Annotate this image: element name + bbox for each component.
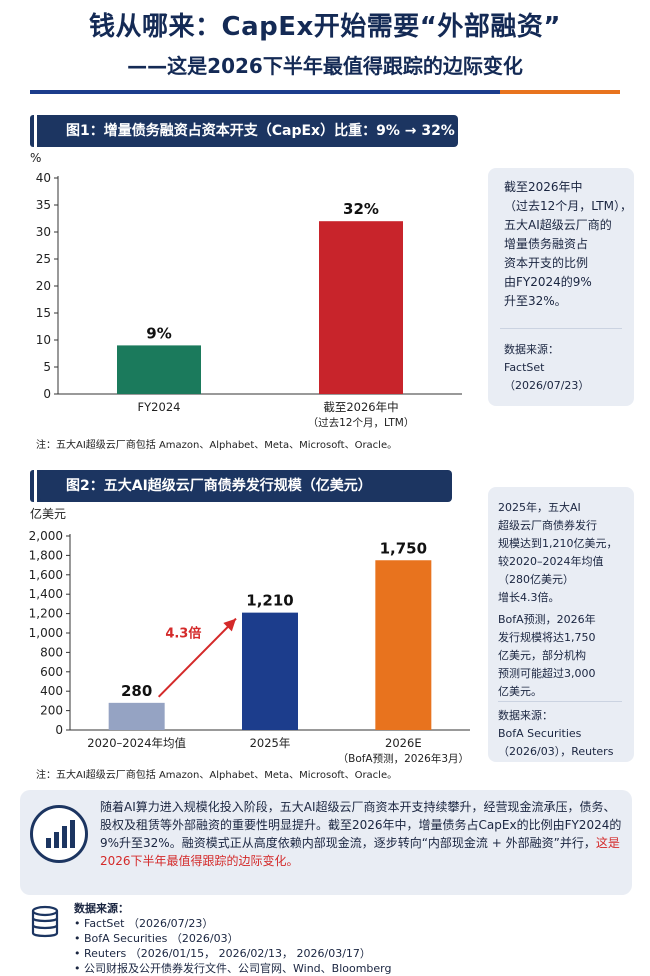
- growth-arrow: [157, 617, 237, 698]
- source-item: Reuters （2026/01/15， 2026/02/13， 2026/03…: [74, 946, 391, 961]
- y-tick-label: 200: [40, 704, 63, 718]
- y-tick-label: 400: [40, 684, 63, 698]
- summary-box: [20, 790, 632, 895]
- figure1-chart: % 0 5 10 15 20 25 30 35 40 9% FY2024 32% 截至2026年中 （过去1…: [30, 151, 462, 429]
- figure2-chart: 亿美元 0 200 400 600 800 1,000 1,200 1,400 1,600 1,80…: [29, 506, 470, 764]
- x-tick-label: 2020–2024年均值: [87, 736, 186, 750]
- figure2-side-text-1: 2025年，五大AI 超级云厂商债券发行 规模达到1,210亿美元， 较2020…: [498, 501, 618, 604]
- y-tick-label: 30: [36, 225, 51, 239]
- y-tick-label: 800: [40, 645, 63, 659]
- y-tick-label: 15: [36, 306, 51, 320]
- bar-value-label: 280: [121, 682, 152, 700]
- figure2-side-divider: [498, 701, 622, 702]
- y-tick-label: 5: [43, 360, 51, 374]
- summary-text-main: 随着AI算力进入规模化投入阶段，五大AI超级云厂商资本开支持续攀升，经营现金流承…: [100, 800, 622, 850]
- figure1-note: 注：五大AI超级云厂商包括 Amazon、Alphabet、Meta、Micro…: [36, 440, 398, 451]
- source-item: FactSet （2026/07/23）: [74, 916, 391, 931]
- figure2-banner: 图2：五大AI超级云厂商债券发行规模（亿美元）: [40, 470, 452, 502]
- x-tick-label: FY2024: [138, 400, 181, 414]
- y-tick-label: 40: [36, 171, 51, 185]
- y-tick-label: 1,600: [29, 568, 63, 582]
- bar: [108, 702, 165, 730]
- figure1-side-source: 数据来源： FactSet （2026/07/23）: [504, 343, 590, 392]
- y-tick-label: 1,200: [29, 607, 63, 621]
- database-icon: [30, 905, 60, 939]
- bar: [319, 221, 403, 394]
- x-tick-label: 截至2026年中: [323, 400, 398, 414]
- source-item: 公司财报及公开债券发行文件、公司官网、Wind、Bloomberg: [74, 961, 391, 976]
- y-axis-unit-label: %: [30, 151, 41, 165]
- summary-text-highlight: 这是2026下半年最值得跟踪的边际变化。: [100, 836, 620, 868]
- source-item: BofA Securities （2026/03）: [74, 931, 391, 946]
- bar: [375, 560, 432, 730]
- bar-value-label: 9%: [146, 324, 171, 342]
- y-tick-label: 0: [43, 387, 51, 401]
- figure2-sidebar: [488, 487, 634, 762]
- bar: [117, 345, 201, 394]
- y-tick-label: 10: [36, 333, 51, 347]
- title-rule-orange: [500, 90, 620, 94]
- page-subtitle: ——这是2026下半年最值得跟踪的边际变化: [127, 54, 523, 78]
- figure2-side-source: 数据来源： BofA Securities （2026/03），Reuters: [498, 709, 614, 758]
- y-tick-label: 35: [36, 198, 51, 212]
- sources-list: FactSet （2026/07/23） BofA Securities （20…: [74, 916, 391, 976]
- y-axis-unit-label: 亿美元: [30, 506, 66, 521]
- bar-value-label: 32%: [343, 200, 379, 218]
- x-tick-label: 2026E: [385, 736, 422, 750]
- y-tick-label: 20: [36, 279, 51, 293]
- title-rule-blue: [30, 90, 500, 94]
- page-title: 钱从哪来：CapEx开始需要“外部融资”: [89, 12, 561, 42]
- y-tick-label: 25: [36, 252, 51, 266]
- y-tick-label: 2,000: [29, 529, 63, 543]
- figure1-sidebar: [488, 168, 634, 406]
- y-tick-label: 0: [55, 723, 63, 737]
- figure2-note: 注：五大AI超级云厂商包括 Amazon、Alphabet、Meta、Micro…: [36, 770, 398, 781]
- x-tick-label: （BofA预测，2026年3月）: [338, 752, 469, 764]
- bar-value-label: 1,750: [380, 539, 427, 557]
- x-tick-label: （过去12个月，LTM）: [308, 416, 415, 429]
- y-tick-label: 1,800: [29, 548, 63, 562]
- sources-title: 数据来源：: [74, 902, 129, 915]
- bar-value-label: 1,210: [246, 592, 293, 610]
- bar: [242, 612, 298, 730]
- x-tick-label: 2025年: [250, 736, 291, 750]
- figure1-side-text: 截至2026年中 （过去12个月，LTM）， 五大AI超级云厂商的 增量债务融资…: [504, 180, 632, 308]
- figure1-banner: 图1：增量债务融资占资本开支（CapEx）比重：9% → 32%: [40, 115, 458, 147]
- summary-text: 随着AI算力进入规模化投入阶段，五大AI超级云厂商资本开支持续攀升，经营现金流承…: [100, 798, 625, 870]
- bar-chart-icon: [30, 805, 88, 863]
- y-tick-label: 600: [40, 665, 63, 679]
- y-tick-label: 1,400: [29, 587, 63, 601]
- y-tick-label: 1,000: [29, 626, 63, 640]
- growth-label: 4.3倍: [165, 626, 201, 642]
- figure1-side-divider: [500, 328, 622, 329]
- figure2-side-text-2: BofA预测，2026年 发行规模将达1,750 亿美元，部分机构 预测可能超过…: [498, 613, 596, 698]
